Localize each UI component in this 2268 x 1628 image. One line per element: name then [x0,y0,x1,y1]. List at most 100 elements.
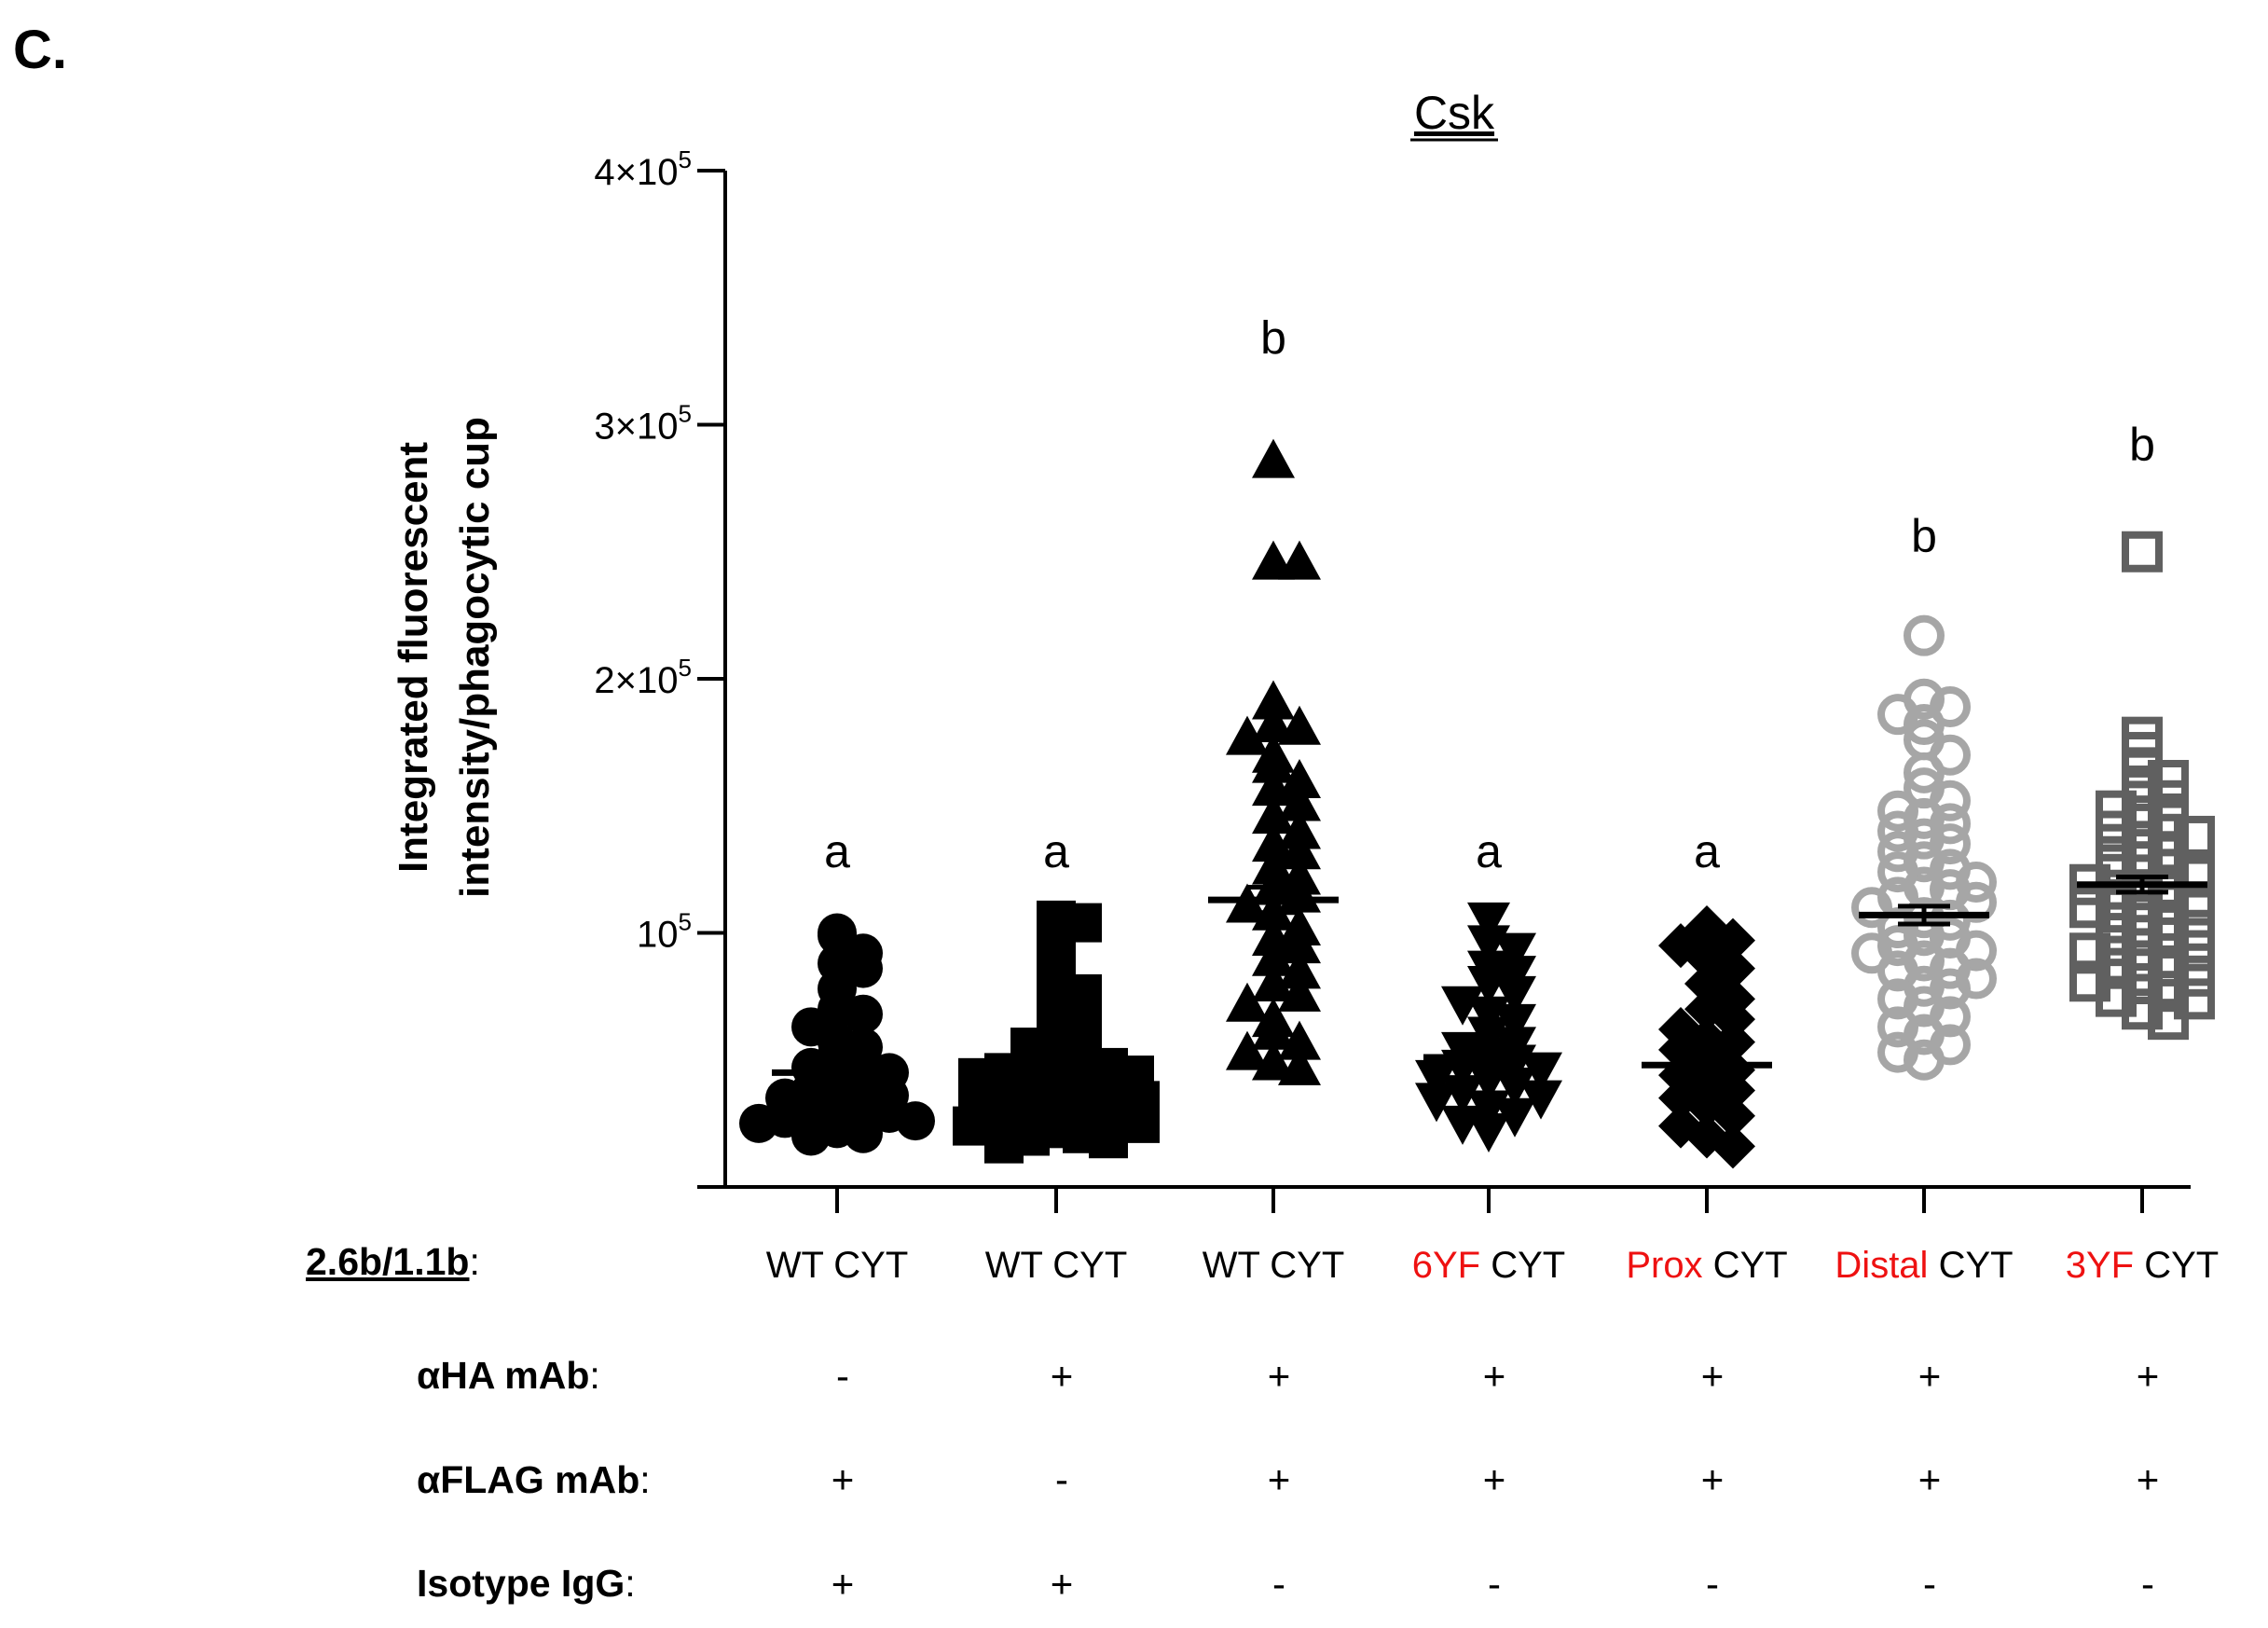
construct-label: WT CYT [1152,1245,1395,1287]
data-point [1278,540,1321,580]
y-axis-label: Integrated fluorescent intensity/phagocyt… [391,417,498,898]
construct-suffix: WT CYT [1202,1245,1345,1286]
mutation-name: 6YF [1411,1245,1481,1286]
data-point [2122,988,2163,1030]
y-tick-exponent: 5 [679,400,692,428]
y-tick-part: 10 [637,660,679,701]
data-point [2122,963,2163,1004]
construct-suffix: CYT [1928,1245,2014,1286]
row-label-igg: Isotype IgG: [417,1562,636,1605]
data-point [1278,781,1321,821]
y-tick-exponent: 5 [679,908,692,936]
data-point [1252,680,1295,720]
data-point [1252,936,1295,976]
construct-label: Prox CYT [1586,1245,1828,1287]
data-point [896,1101,935,1141]
data-point [739,1103,778,1143]
data-point [1089,1119,1128,1159]
data-point [1711,917,1755,963]
flag-condition: + [1482,1457,1506,1501]
data-point [1252,743,1295,783]
data-point [844,994,883,1034]
data-point [2122,915,2163,957]
data-point [1493,975,1536,1015]
y-tick-label: 2×105 [594,654,692,701]
data-point [1877,810,1918,852]
significance-letter: a [1043,825,1069,877]
y-tick-part: × [615,407,637,448]
construct-label: Distal CYT [1803,1245,2045,1287]
data-point [2122,940,2163,982]
flag-condition: + [2136,1457,2160,1501]
row-label-flag: αFLAG mAb: [417,1458,651,1501]
row-label-construct: 2.6b/1.1b: [306,1240,480,1283]
data-point [1904,752,1945,793]
significance-letter: a [1476,825,1502,877]
data-point [2122,869,2163,911]
flag-condition: + [1917,1457,1942,1501]
data-point [2148,999,2189,1041]
data-point [1415,1059,1458,1099]
data-point [1711,1093,1755,1138]
mutation-name: Prox [1626,1245,1703,1286]
significance-letter: b [1260,312,1286,365]
igg-condition: + [1050,1562,1074,1606]
data-point [1252,1010,1295,1050]
y-tick-part: 10 [637,152,679,193]
ha-condition: + [1267,1354,1291,1398]
data-point [1904,614,1945,656]
data-point [1467,966,1510,1005]
data-point [1711,1124,1755,1169]
data-point [1493,1003,1536,1043]
flag-condition: - [1055,1457,1068,1501]
data-point [1252,916,1295,956]
data-point [1278,924,1321,964]
data-point [1877,1006,1918,1048]
construct-suffix: CYT [2134,1245,2220,1286]
y-tick-part: 10 [637,407,679,448]
construct-suffix: WT CYT [765,1245,909,1286]
y-tick-exponent: 5 [679,145,692,173]
data-point [1467,902,1510,942]
data-point [1877,790,1918,832]
ha-condition: + [1050,1354,1074,1398]
flag-condition: + [1700,1457,1725,1501]
data-point [1851,887,1892,929]
data-point [1278,949,1321,989]
chart-title: Csk [1414,87,1495,139]
ha-condition: + [2136,1354,2160,1398]
data-point [1493,956,1536,996]
construct-suffix: WT CYT [984,1245,1128,1286]
data-point [1904,704,1945,746]
data-point [1252,794,1295,835]
data-point [1252,438,1295,478]
data-point [1441,986,1484,1026]
data-point [1226,715,1269,755]
significance-letter: a [824,825,850,877]
data-point [1278,1020,1321,1060]
row-label-ha: αHA mAb: [417,1354,600,1397]
y-tick-part: 3 [594,407,614,448]
data-point [844,1113,883,1153]
data-point [1877,978,1918,1020]
igg-condition: - [1706,1562,1719,1606]
data-point [791,1116,831,1156]
data-point [1278,759,1321,798]
ha-condition: + [1917,1354,1942,1398]
igg-condition: - [1272,1562,1285,1606]
data-point [1467,1113,1510,1153]
data-point [1278,830,1321,870]
significance-letter: b [2129,419,2155,471]
flag-condition: + [1267,1457,1291,1501]
y-tick-part: 10 [637,915,679,956]
data-point [1252,703,1295,743]
data-point [1493,1097,1536,1138]
data-point [1278,972,1321,1012]
data-point [1519,1080,1562,1120]
igg-condition: - [1488,1562,1501,1606]
data-point [2122,531,2163,573]
construct-label: WT CYT [716,1245,958,1287]
y-tick-part: × [615,660,637,701]
data-point [1467,1016,1510,1056]
